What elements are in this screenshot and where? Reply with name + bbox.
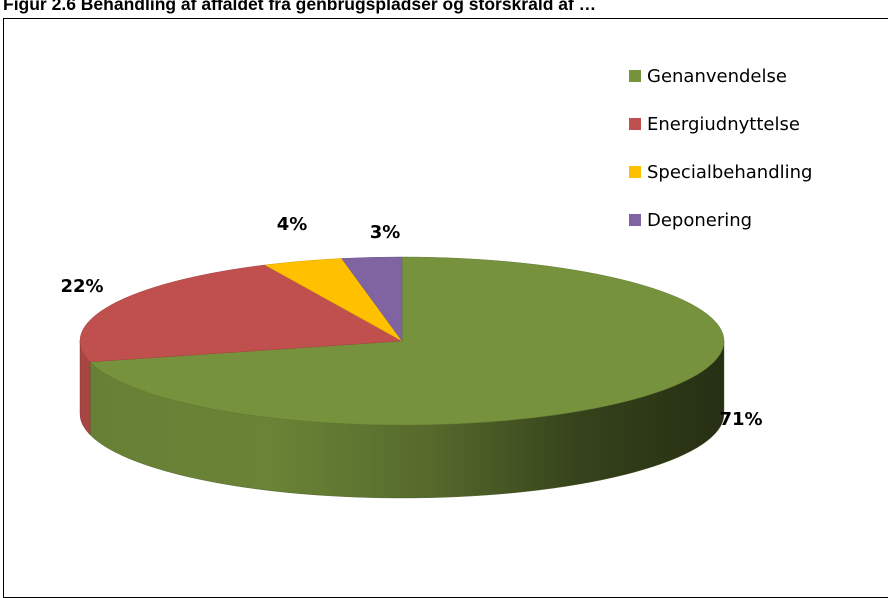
slice-energiudnyttelse: [79, 264, 403, 363]
legend-item-genanvendelse: Genanvendelse: [629, 52, 812, 100]
legend-item-deponering: Deponering: [629, 196, 812, 244]
figure-title: Figur 2.6 Behandling af affaldet fra gen…: [3, 0, 597, 14]
legend-swatch: [629, 118, 641, 130]
slice-genanvendelse: [89, 256, 725, 426]
pie-chart: 71% 22% 4% 3%: [60, 214, 763, 499]
legend-swatch: [629, 70, 641, 82]
legend-label: Energiudnyttelse: [647, 113, 800, 135]
legend-label: Deponering: [647, 209, 753, 231]
legend: Genanvendelse Energiudnyttelse Specialbeha…: [629, 52, 812, 244]
slice-deponering: [341, 256, 403, 342]
data-label-genanvendelse: 71%: [719, 409, 762, 430]
legend-swatch: [629, 166, 641, 178]
legend-item-energiudnyttelse: Energiudnyttelse: [629, 100, 812, 148]
legend-label: Specialbehandling: [647, 161, 813, 183]
legend-item-specialbehandling: Specialbehandling: [629, 148, 812, 196]
data-label-specialbehandling: 4%: [277, 214, 308, 235]
legend-label: Genanvendelse: [647, 65, 787, 87]
data-label-energiudnyttelse: 22%: [60, 276, 103, 297]
legend-swatch: [629, 214, 641, 226]
data-label-deponering: 3%: [370, 222, 401, 243]
